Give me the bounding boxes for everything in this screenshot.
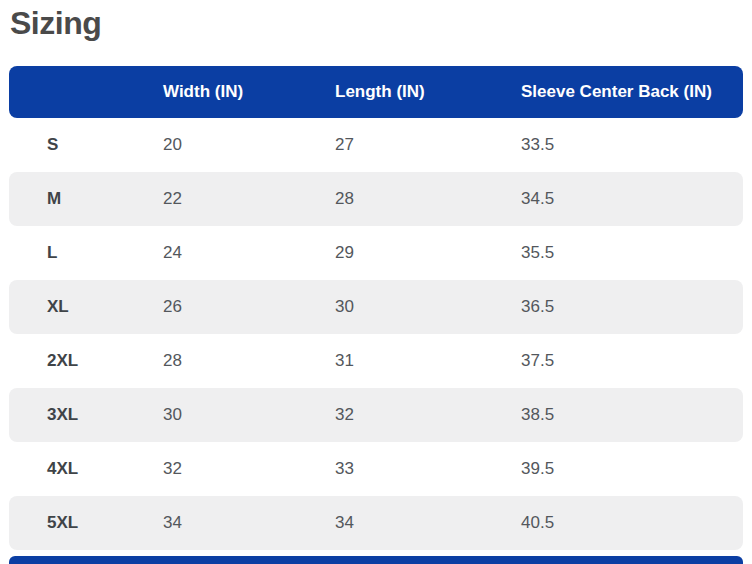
length-value: 30 <box>335 297 521 317</box>
length-value: 27 <box>335 135 521 155</box>
length-value: 29 <box>335 243 521 263</box>
size-label: XL <box>9 297 163 317</box>
width-value: 34 <box>163 513 335 533</box>
sleeve-value: 36.5 <box>521 297 743 317</box>
table-row: M 22 28 34.5 <box>9 172 743 226</box>
length-value: 34 <box>335 513 521 533</box>
table-row: 2XL 28 31 37.5 <box>9 334 743 388</box>
width-value: 30 <box>163 405 335 425</box>
table-row: L 24 29 35.5 <box>9 226 743 280</box>
width-value: 32 <box>163 459 335 479</box>
table-row: XL 26 30 36.5 <box>9 280 743 334</box>
sleeve-value: 34.5 <box>521 189 743 209</box>
size-label: 5XL <box>9 513 163 533</box>
width-value: 24 <box>163 243 335 263</box>
sleeve-value: 38.5 <box>521 405 743 425</box>
table-header-row: Width (IN) Length (IN) Sleeve Center Bac… <box>9 66 743 118</box>
length-value: 31 <box>335 351 521 371</box>
table-row: S 20 27 33.5 <box>9 118 743 172</box>
width-value: 28 <box>163 351 335 371</box>
page-title: Sizing <box>10 5 101 42</box>
size-label: 4XL <box>9 459 163 479</box>
length-value: 32 <box>335 405 521 425</box>
header-cell-width: Width (IN) <box>163 82 335 102</box>
length-value: 28 <box>335 189 521 209</box>
width-value: 22 <box>163 189 335 209</box>
size-label: 2XL <box>9 351 163 371</box>
size-label: S <box>9 135 163 155</box>
sleeve-value: 39.5 <box>521 459 743 479</box>
width-value: 20 <box>163 135 335 155</box>
width-value: 26 <box>163 297 335 317</box>
header-cell-sleeve: Sleeve Center Back (IN) <box>521 82 743 102</box>
table-row: 5XL 34 34 40.5 <box>9 496 743 550</box>
sizing-section: Sizing Width (IN) Length (IN) Sleeve Cen… <box>0 0 752 564</box>
length-value: 33 <box>335 459 521 479</box>
sleeve-value: 35.5 <box>521 243 743 263</box>
sizing-table: Width (IN) Length (IN) Sleeve Center Bac… <box>9 66 743 550</box>
sleeve-value: 40.5 <box>521 513 743 533</box>
size-label: 3XL <box>9 405 163 425</box>
sleeve-value: 33.5 <box>521 135 743 155</box>
table-row: 3XL 30 32 38.5 <box>9 388 743 442</box>
size-label: L <box>9 243 163 263</box>
next-section-header-bar-cutoff <box>9 556 743 564</box>
size-label: M <box>9 189 163 209</box>
table-row: 4XL 32 33 39.5 <box>9 442 743 496</box>
sleeve-value: 37.5 <box>521 351 743 371</box>
header-cell-length: Length (IN) <box>335 82 521 102</box>
